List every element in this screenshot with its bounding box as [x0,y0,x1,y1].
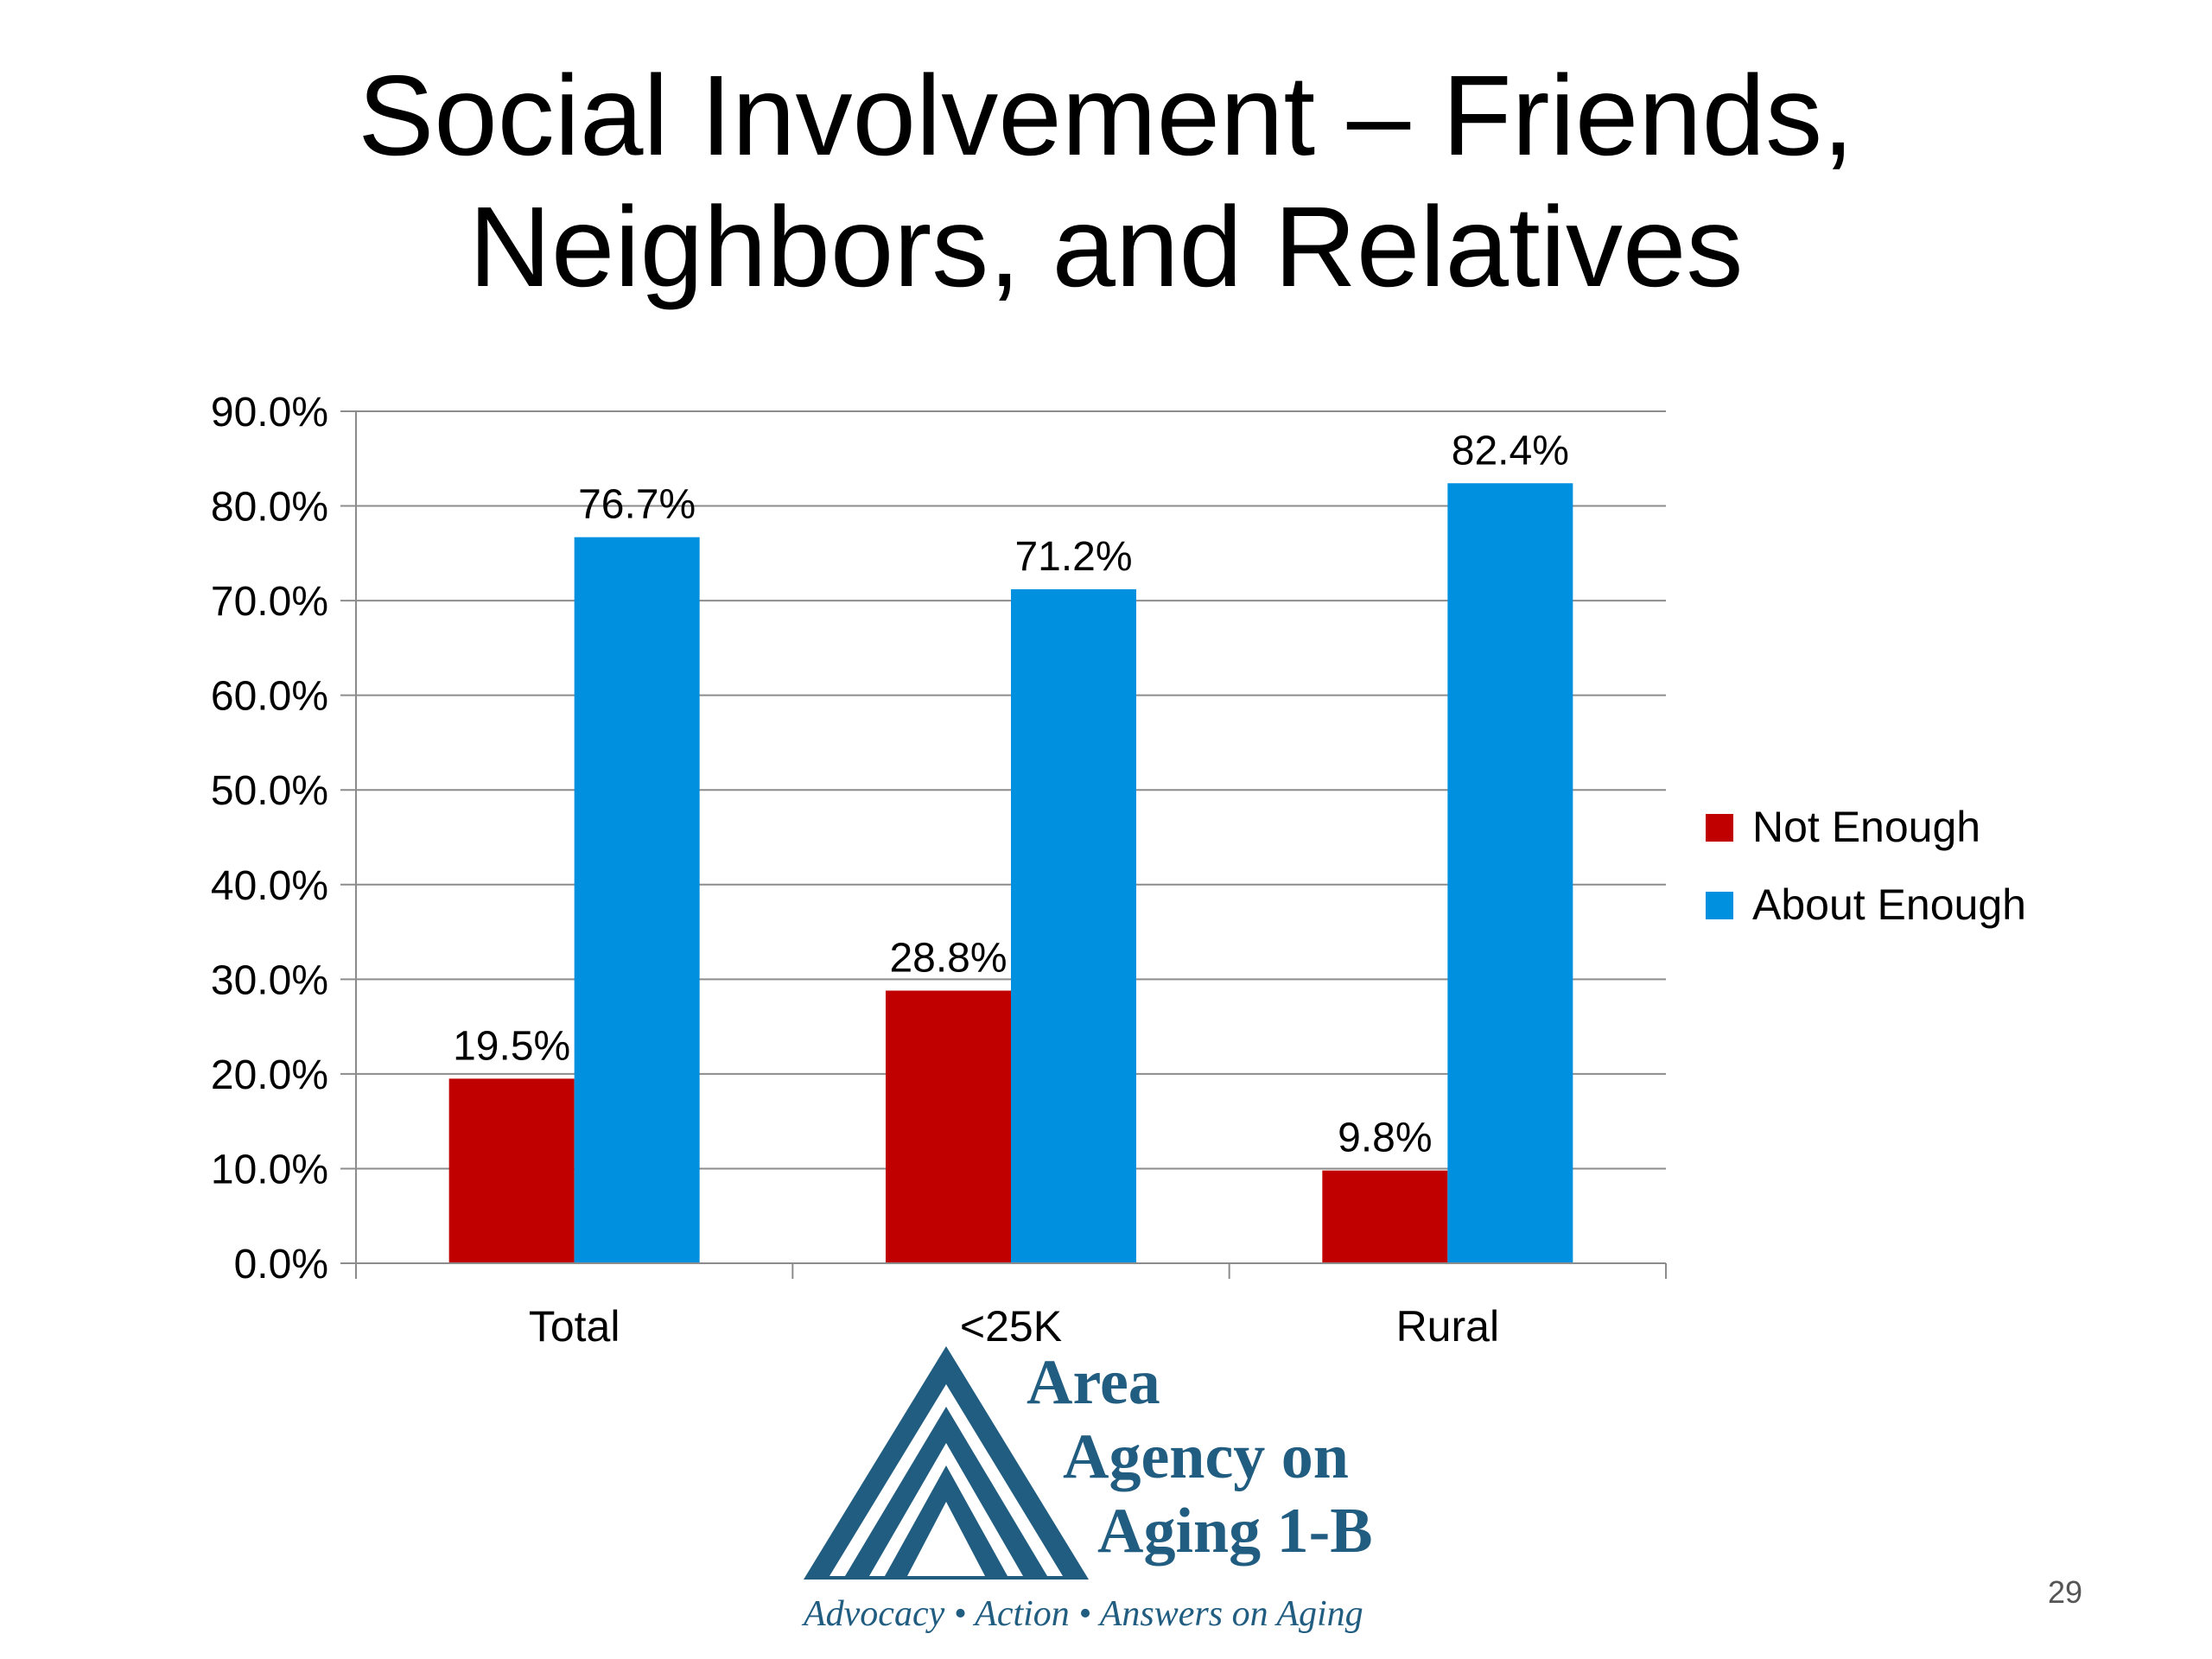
y-tick-label: 40.0% [211,863,328,909]
slide-title: Social Involvement – Friends, Neighbors,… [0,50,2212,313]
logo-line-3: Aging 1-B [1097,1496,1373,1567]
slide-title-line-1: Social Involvement – Friends, [358,52,1854,179]
logo-line-2: Agency on [1063,1421,1349,1492]
x-tick-label: Rural [1396,1302,1499,1351]
data-label: 76.7% [578,482,696,528]
logo-tagline: Advocacy • Action • Answers on Aging [804,1594,1363,1634]
bar [448,1078,575,1263]
labels: 0.0% 10.0% 20.0% 30.0% 40.0% 50.0% 60.0% 70.0% 8… [211,390,1569,1351]
agency-logo: Area Agency on Aging 1-B Advocacy • Acti… [804,1346,1460,1640]
legend-swatch [1706,814,1733,842]
slide-title-line-2: Neighbors, and Relatives [468,183,1744,310]
y-tick-label: 60.0% [211,674,328,720]
y-tick-label: 30.0% [211,957,328,1003]
axes [340,410,1667,1279]
x-tick-label: Total [529,1302,620,1351]
page-number: 29 [2048,1574,2083,1610]
bar [1447,483,1573,1263]
logo-line-1: Area [1027,1347,1160,1418]
x-tick-label: <25K [960,1302,1062,1351]
y-tick-label: 20.0% [211,1052,328,1098]
y-tick-label: 0.0% [234,1242,328,1287]
data-label: 28.8% [889,935,1007,981]
bar [1322,1170,1448,1263]
legend-swatch [1706,892,1733,919]
bar [1011,588,1136,1263]
legend-label: Not Enough [1752,803,1980,851]
y-tick-label: 70.0% [211,579,328,625]
y-tick-label: 90.0% [211,390,328,435]
triangle-logo-icon [804,1346,1089,1580]
y-tick-label: 10.0% [211,1147,328,1192]
y-tick-label: 80.0% [211,485,328,531]
y-tick-label: 50.0% [211,768,328,814]
data-label: 19.5% [453,1023,570,1069]
data-label: 71.2% [1014,534,1132,580]
bar [574,537,700,1263]
data-label: 82.4% [1452,428,1569,474]
legend: Not Enough About Enough [1706,803,2026,929]
data-label: 9.8% [1338,1116,1432,1161]
bars [448,483,1573,1263]
bar [886,990,1011,1263]
legend-label: About Enough [1752,880,2026,929]
